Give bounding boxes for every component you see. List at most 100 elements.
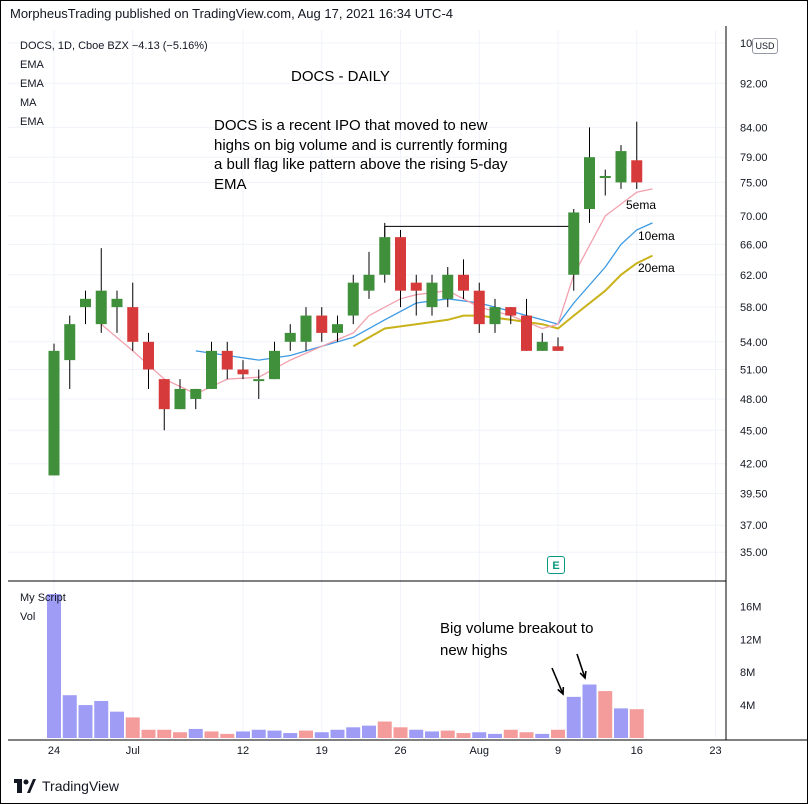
candle-body-35: [599, 175, 611, 178]
volume-arrow-1: [551, 667, 564, 695]
volume-bar-28: [488, 733, 502, 738]
price-tick-label-4: 45.00: [740, 425, 768, 437]
candle-body-10: [206, 350, 217, 389]
candle-body-23: [410, 282, 422, 291]
price-tick-label-15: 92.00: [740, 78, 768, 90]
price-tick-label-12: 75.00: [740, 177, 768, 189]
candle-body-12: [237, 369, 249, 375]
volume-bar-9: [188, 728, 203, 738]
candle-body-34: [584, 157, 595, 210]
volume-bar-34: [582, 684, 597, 738]
volume-note-annotation: Big volume breakout to new highs: [440, 620, 594, 659]
indicator-ma[interactable]: MA: [20, 97, 37, 109]
candle-body-8: [174, 388, 186, 410]
volume-arrow-2: [576, 653, 586, 679]
volume-bar-32: [551, 729, 565, 738]
candle-body-32: [552, 346, 564, 351]
footer-brand-name: TradingView: [42, 778, 120, 794]
volume-bar-37: [629, 709, 644, 738]
volume-bar-2: [78, 705, 93, 738]
price-tick-label-7: 54.00: [740, 337, 768, 349]
indicator-ema-1[interactable]: EMA: [20, 59, 44, 71]
price-tick-label-2: 39.50: [740, 489, 768, 501]
x-tick-label-3: 19: [316, 745, 328, 757]
price-tick-label-6: 51.00: [740, 365, 768, 377]
ema-label-0: 5ema: [626, 198, 656, 212]
volume-bar-18: [330, 729, 345, 738]
volume-bar-27: [472, 732, 487, 738]
price-tick-label-1: 37.00: [740, 520, 768, 532]
ema-label-2: 20ema: [638, 261, 675, 275]
x-tick-label-7: 16: [631, 745, 643, 757]
volume-script-label[interactable]: My Script: [20, 592, 66, 604]
volume-bar-23: [409, 729, 424, 738]
candle-body-2: [80, 298, 91, 308]
candle-body-29: [505, 307, 517, 316]
candle-body-36: [615, 151, 627, 183]
volume-bar-7: [157, 729, 172, 738]
candle-body-21: [379, 237, 391, 275]
symbol-legend[interactable]: DOCS, 1D, Cboe BZX −4.13 (−5.16%): [20, 40, 208, 52]
volume-bar-13: [251, 729, 266, 738]
candle-body-11: [221, 350, 233, 370]
note-annotation: DOCS is a recent IPO that moved to new h…: [214, 117, 508, 193]
indicator-ema-3[interactable]: EMA: [20, 116, 44, 128]
volume-bar-30: [519, 732, 534, 738]
volume-bar-0: [47, 594, 61, 738]
candle-body-13: [253, 379, 265, 382]
candle-body-15: [284, 332, 296, 342]
x-tick-label-6: 9: [555, 745, 561, 757]
x-tick-label-2: 12: [237, 745, 249, 757]
price-tick-label-13: 79.00: [740, 152, 768, 164]
volume-bar-35: [598, 691, 613, 738]
volume-bar-5: [125, 717, 140, 738]
candle-body-26: [458, 274, 469, 291]
price-tick-label-8: 58.00: [740, 302, 768, 314]
candle-body-17: [316, 315, 328, 333]
x-tick-label-4: 26: [394, 745, 406, 757]
currency-badge[interactable]: USD: [752, 38, 778, 54]
candle-body-30: [521, 315, 532, 351]
footer-brand[interactable]: TradingView: [14, 776, 119, 796]
volume-bar-36: [614, 708, 628, 738]
volume-bar-15: [283, 733, 298, 738]
volume-bar-1: [62, 695, 77, 738]
volume-bar-3: [94, 700, 109, 738]
volume-tick-label-1: 8M: [740, 667, 755, 679]
volume-bar-10: [204, 731, 219, 738]
candle-body-16: [300, 315, 312, 342]
price-tick-label-10: 66.00: [740, 239, 768, 251]
volume-bar-19: [346, 727, 361, 738]
earnings-icon[interactable]: E: [547, 556, 565, 574]
price-tick-label-5: 48.00: [740, 394, 768, 406]
candle-body-31: [536, 341, 548, 351]
volume-arrow-2-head: [579, 670, 587, 680]
publish-header: MorpheusTrading published on TradingView…: [10, 6, 453, 21]
candle-body-18: [332, 324, 343, 333]
volume-bar-20: [362, 725, 376, 738]
candle-body-27: [473, 290, 485, 325]
x-tick-label-1: Jul: [126, 745, 140, 757]
candle-body-37: [631, 160, 643, 183]
chart-title-annotation: DOCS - DAILY: [291, 68, 390, 85]
volume-bar-25: [440, 730, 455, 738]
candle-body-7: [158, 379, 170, 410]
candle-body-22: [395, 237, 406, 291]
volume-bar-14: [267, 730, 282, 738]
candle-body-9: [190, 388, 202, 399]
candle-body-20: [363, 274, 375, 291]
price-tick-label-0: 35.00: [740, 547, 768, 559]
volume-bar-12: [236, 731, 250, 738]
volume-bar-8: [173, 732, 187, 738]
candle-body-5: [127, 307, 139, 342]
x-tick-label-8: 23: [709, 745, 721, 757]
indicator-ema-2[interactable]: EMA: [20, 78, 44, 90]
candle-body-3: [95, 290, 107, 325]
volume-bar-6: [141, 729, 156, 738]
ema10-line: [195, 222, 653, 361]
volume-bar-22: [393, 727, 408, 738]
candle-body-4: [111, 298, 123, 308]
candle-body-14: [269, 350, 280, 380]
